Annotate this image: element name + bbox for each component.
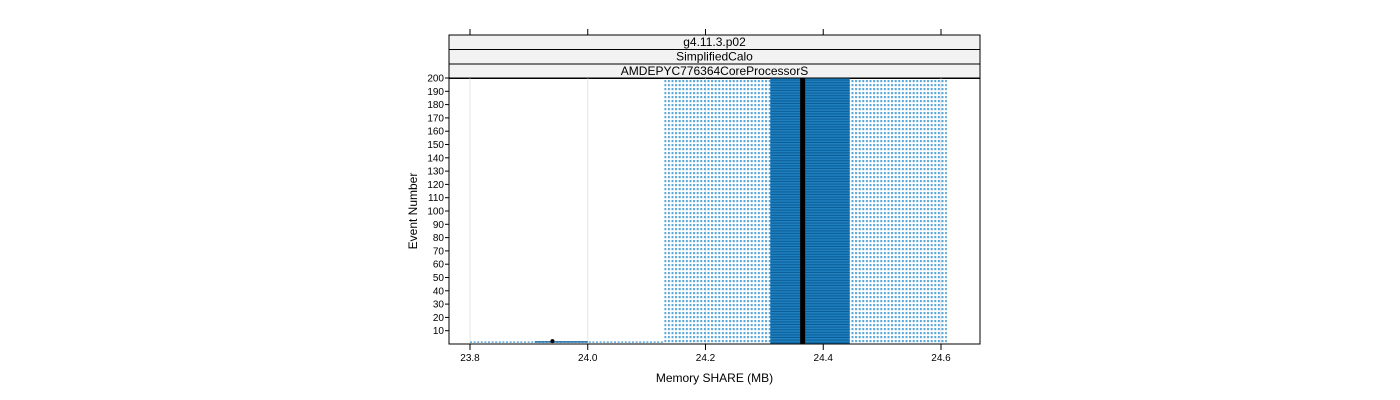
y-tick-label-16: 170 xyxy=(427,113,444,124)
y-axis: 10 20 30 40 50 60 70 80 90 100 110 120 130 140 150 160 1… xyxy=(427,74,449,337)
point-event-1-median xyxy=(550,339,555,344)
y-tick-label-14: 150 xyxy=(427,140,444,151)
y-tick-label-17: 180 xyxy=(427,100,444,111)
y-tick-label-15: 160 xyxy=(427,127,444,138)
x-tick-label-4: 24.6 xyxy=(931,353,951,364)
x-tick-label-0: 23.8 xyxy=(460,353,480,364)
y-tick-label-19: 200 xyxy=(427,74,444,85)
y-tick-label-3: 40 xyxy=(433,286,445,297)
y-tick-label-18: 190 xyxy=(427,87,444,98)
x-tick-label-3: 24.4 xyxy=(814,353,834,364)
points-region-dense xyxy=(770,78,850,344)
x-axis: 23.8 24.0 24.2 24.4 24.6 xyxy=(460,29,951,364)
y-tick-label-2: 30 xyxy=(433,300,445,311)
y-tick-label-1: 20 xyxy=(433,313,445,324)
strip-3-label: AMDEPYC776364CoreProcessorS xyxy=(621,64,808,78)
x-tick-label-2: 24.2 xyxy=(696,353,716,364)
data-marks xyxy=(470,78,947,344)
y-tick-label-6: 70 xyxy=(433,246,445,257)
y-tick-label-10: 110 xyxy=(428,193,444,204)
strip-1-label: g4.11.3.p02 xyxy=(683,35,746,49)
y-tick-label-5: 60 xyxy=(433,260,445,271)
y-tick-label-4: 50 xyxy=(433,273,445,284)
y-tick-label-8: 90 xyxy=(433,220,445,231)
y-tick-label-11: 120 xyxy=(427,180,444,191)
y-tick-label-12: 130 xyxy=(427,167,444,178)
y-tick-label-0: 10 xyxy=(433,326,445,337)
strip-2-label: SimplifiedCalo xyxy=(676,50,753,64)
y-tick-label-7: 80 xyxy=(433,233,445,244)
x-tick-label-1: 24.0 xyxy=(578,353,598,364)
y-tick-label-9: 100 xyxy=(427,207,444,218)
y-tick-label-13: 140 xyxy=(427,153,444,164)
x-axis-title: Memory SHARE (MB) xyxy=(656,371,773,385)
strip-group: g4.11.3.p02SimplifiedCaloAMDEPYC776364Co… xyxy=(448,34,981,79)
y-axis-title: Event Number xyxy=(406,173,420,250)
